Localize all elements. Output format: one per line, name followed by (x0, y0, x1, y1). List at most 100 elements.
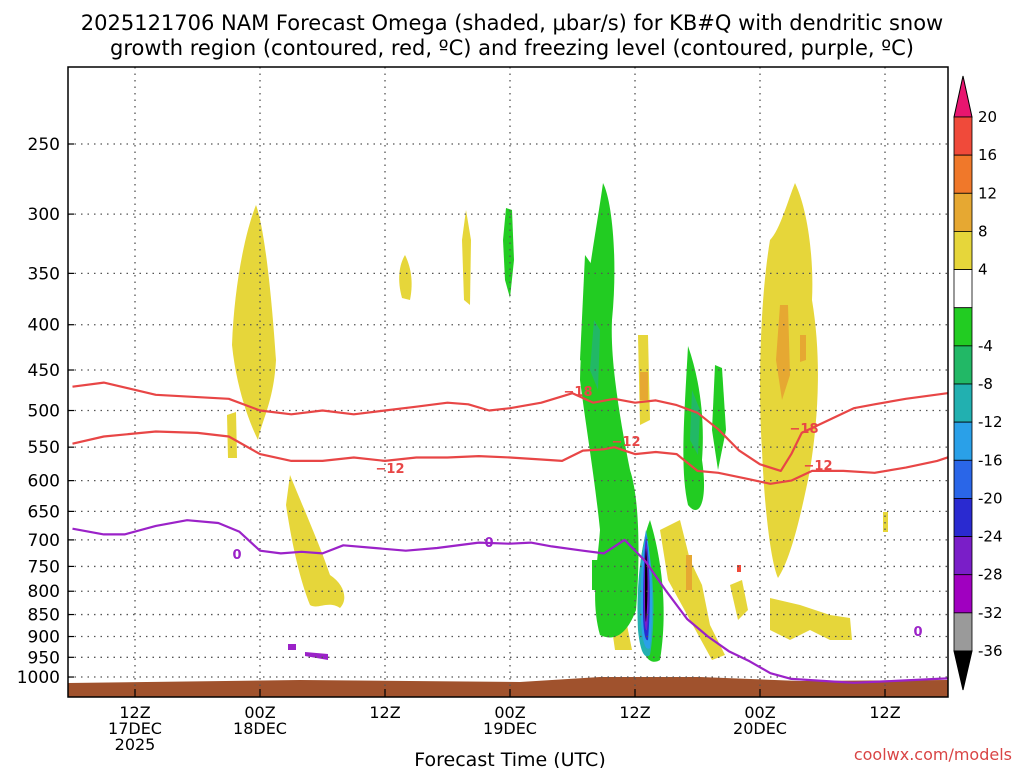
colorbar-segment (953, 345, 973, 385)
contour-label-minus18: −18 (790, 422, 819, 437)
colorbar-label: -12 (978, 413, 1003, 431)
omega-region-negative (580, 255, 592, 370)
colorbar-segment (953, 307, 973, 347)
colorbar-segment (953, 536, 973, 576)
colorbar-segment (953, 498, 973, 537)
omega-region-positive (462, 210, 471, 305)
colorbar-label: -8 (978, 375, 993, 393)
omega-region-strong-positive (776, 305, 790, 400)
x-tick-label: 18DEC (233, 719, 287, 738)
omega-region-blob (305, 652, 328, 660)
colorbar-label: 16 (978, 146, 997, 164)
y-tick-label: 450 (28, 361, 60, 381)
omega-region-strong-positive (686, 555, 692, 590)
colorbar-segment (953, 269, 973, 309)
x-tick-label: 00Z (744, 703, 775, 722)
colorbar-label: 8 (978, 222, 988, 240)
x-tick-label: 20DEC (733, 719, 787, 738)
omega-region-negative (503, 208, 514, 298)
contour-label-minus18: −18 (564, 385, 593, 400)
colorbar-segment (953, 383, 973, 423)
omega-region-strong-positive (800, 335, 806, 362)
colorbar-label: 12 (978, 184, 997, 202)
colorbar-segment (953, 116, 973, 156)
contour-label-zero: 0 (232, 548, 241, 563)
colorbar-label: -20 (978, 489, 1003, 507)
terrain-ground (68, 677, 948, 697)
colorbar-segment (953, 459, 973, 499)
omega-region-positive (730, 580, 748, 620)
colorbar-segment (953, 574, 973, 614)
y-gridlines (68, 143, 948, 678)
y-tick-label: 750 (28, 557, 60, 577)
contour-label-minus12: −12 (376, 462, 405, 477)
y-tick-label: 850 (28, 606, 60, 626)
colorbar-label: -24 (978, 528, 1003, 546)
omega-region-strong-positive (640, 372, 648, 400)
contour-label-minus12: −12 (804, 459, 833, 474)
omega-shading (227, 183, 888, 662)
omega-region-positive (399, 255, 412, 300)
y-tick-label: 600 (28, 472, 60, 492)
omega-region-positive (770, 598, 852, 640)
y-tick-label: 500 (28, 402, 60, 422)
plot-border (67, 66, 949, 698)
y-tick-label: 650 (28, 502, 60, 522)
omega-region-strong-negative (690, 390, 700, 455)
contour-label-zero: 0 (913, 625, 922, 640)
colorbar-top-triangle (953, 75, 973, 118)
y-tick-label: 700 (28, 531, 60, 551)
colorbar-segment (953, 421, 973, 461)
colorbar-segment (953, 612, 973, 652)
colorbar-label: -36 (978, 642, 1003, 660)
x-tick-label: 00Z (244, 703, 275, 722)
colorbar-segment (953, 192, 973, 232)
y-tick-label: 800 (28, 582, 60, 602)
chart-title-line2: growth region (contoured, red, ºC) and f… (110, 36, 914, 60)
omega-region-negative (580, 183, 639, 638)
colorbar-label: 4 (978, 261, 988, 279)
y-tick-label: 1000 (17, 668, 60, 688)
contour-freezing-level-0c (72, 519, 948, 684)
colorbar-segment (953, 231, 973, 270)
x-tick-label: 12Z (369, 703, 400, 722)
omega-region-positive (286, 475, 345, 608)
omega-region-positive (227, 412, 237, 458)
colorbar-label: -4 (978, 337, 993, 355)
x-tick-label: 12Z (619, 703, 650, 722)
x-tick-label: 2025 (115, 735, 156, 754)
contour-dendritic-12c (72, 430, 948, 485)
x-tick-label: 00Z (494, 703, 525, 722)
x-tick-label: 12Z (119, 703, 150, 722)
colorbar-label: 20 (978, 108, 997, 126)
contour-label-zero: 0 (484, 536, 493, 551)
omega-region-negative (592, 560, 600, 590)
y-tick-label: 550 (28, 438, 60, 458)
y-tick-label: 400 (28, 316, 60, 336)
y-tick-label: 300 (28, 205, 60, 225)
y-tick-label: 900 (28, 628, 60, 648)
contour-lines (72, 381, 948, 684)
x-tick-label: 12Z (869, 703, 900, 722)
colorbar-label: -28 (978, 566, 1003, 584)
omega-region-strong-negative (590, 320, 600, 390)
y-tick-label: 250 (28, 135, 60, 155)
credit-text: coolwx.com/models (854, 745, 1012, 764)
colorbar-label: -32 (978, 604, 1003, 622)
x-gridlines (134, 67, 886, 697)
colorbar-bottom-triangle (953, 650, 973, 691)
x-tick-label: 19DEC (483, 719, 537, 738)
y-tick-label: 950 (28, 648, 60, 668)
y-tick-labels: 2503003504004505005506006507007508008509… (17, 135, 60, 688)
omega-region-negative (712, 365, 726, 470)
colorbar: 20 16 12 8 4 -4 -8 -12 -16 -20 -24 -28 -32 -36 (953, 75, 1003, 691)
colorbar-label: -16 (978, 451, 1003, 469)
chart-title-line1: 2025121706 NAM Forecast Omega (shaded, μ… (81, 11, 943, 35)
contour-label-minus12: −12 (612, 435, 641, 450)
omega-region-blob (288, 644, 296, 650)
omega-region-positive (760, 183, 818, 578)
contour-dendritic-18c (72, 381, 948, 472)
omega-region-positive (660, 520, 725, 660)
